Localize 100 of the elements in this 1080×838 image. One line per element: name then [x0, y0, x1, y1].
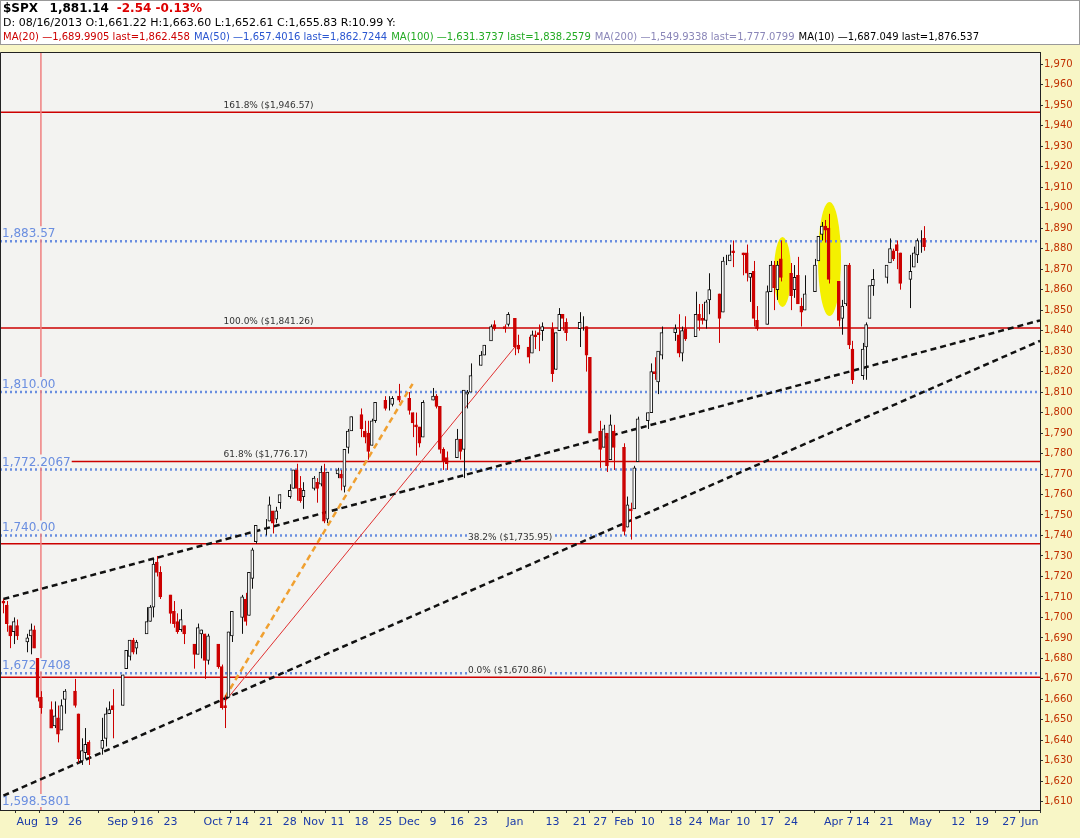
- y-tick-label: 1,940: [1044, 119, 1073, 131]
- y-tick-label: 1,810: [1044, 385, 1073, 397]
- x-tick-label: 21: [572, 815, 587, 829]
- y-tick-label: 1,840: [1044, 324, 1073, 336]
- y-tick-label: 1,630: [1044, 754, 1073, 766]
- y-tick-label: 1,720: [1044, 570, 1073, 582]
- y-tick-label: 1,970: [1044, 57, 1073, 69]
- x-tick-label: Nov: [302, 815, 325, 829]
- candlestick: [49, 700, 53, 729]
- x-tick-label: 18: [668, 815, 683, 829]
- text: MA(200) —1,549.9338 last=1,777.0799: [594, 31, 795, 42]
- x-tick-label: 21: [258, 815, 273, 829]
- candlestick: [652, 356, 657, 381]
- candlestick: [100, 717, 105, 756]
- y-tick-label: 1,950: [1044, 98, 1073, 110]
- text: MA(50) —1,657.4016 last=1,862.7244: [193, 31, 388, 42]
- y-tick-label: 1,640: [1044, 733, 1073, 745]
- chart-subtitle: D: 08/16/2013 O:1,661.22 H:1,663.60 L:1,652.61 C:1,655.83 R:10.99 Y:: [3, 16, 396, 29]
- y-tick-label: 1,890: [1044, 221, 1073, 233]
- y-tick-label: 1,750: [1044, 508, 1073, 520]
- annotation: 1,598.5801: [2, 794, 71, 808]
- x-tick-label: 26: [68, 815, 83, 829]
- y-tick-label: 1,620: [1044, 774, 1073, 786]
- x-tick-label: Apr 7: [824, 815, 854, 829]
- candlestick: [155, 555, 159, 577]
- x-tick-label: Sep 9: [107, 815, 139, 829]
- y-tick-label: 1,710: [1044, 590, 1073, 602]
- x-tick-label: 11: [330, 815, 345, 829]
- x-tick-label: 19: [975, 815, 990, 829]
- x-tick-label: 16: [449, 815, 464, 829]
- x-tick-label: Feb: [614, 815, 634, 829]
- x-tick-label: 24: [688, 815, 703, 829]
- x-tick-label: 13: [545, 815, 560, 829]
- y-tick-label: 1,960: [1044, 78, 1073, 90]
- candlestick: [397, 383, 401, 403]
- y-tick-label: 1,660: [1044, 692, 1073, 704]
- x-tick-label: Aug: [16, 815, 39, 829]
- y-tick-label: 1,820: [1044, 365, 1073, 377]
- x-tick-label: 21: [879, 815, 894, 829]
- candlestick: [915, 237, 920, 264]
- y-tick-label: 1,830: [1044, 344, 1073, 356]
- candlestick: [680, 326, 684, 362]
- x-tick-label: 18: [354, 815, 369, 829]
- y-tick-label: 1,690: [1044, 631, 1073, 643]
- x-tick-label: Jan: [505, 815, 524, 829]
- text: MA(20) —1,689.9905 last=1,862.458: [3, 31, 190, 42]
- candlestick: [56, 705, 60, 743]
- candlestick: [253, 524, 258, 545]
- x-tick-label: 9: [429, 815, 437, 829]
- x-tick-label: Jun: [1020, 815, 1039, 829]
- candlestick: [707, 272, 712, 315]
- candlestick: [789, 262, 793, 311]
- y-tick-label: 1,650: [1044, 713, 1073, 725]
- ref-line-label: 100.0% ($1,841.26): [223, 316, 314, 327]
- candlestick: [455, 428, 459, 459]
- y-tick-label: 1,740: [1044, 529, 1073, 541]
- ref-line-label: 1,883.57: [2, 226, 56, 241]
- x-tick-label: May: [909, 815, 933, 829]
- ref-line-label: 1,740.00: [2, 520, 56, 535]
- candlestick: [240, 594, 244, 635]
- text: 1,881.14: [49, 1, 109, 15]
- y-tick-label: 1,730: [1044, 549, 1073, 561]
- x-tick-label: 23: [473, 815, 488, 829]
- y-tick-label: 1,900: [1044, 201, 1073, 213]
- x-tick-label: 27: [593, 815, 608, 829]
- y-tick-label: 1,700: [1044, 611, 1073, 623]
- candlestick: [540, 321, 544, 342]
- x-tick-label: 12: [951, 815, 966, 829]
- y-tick-label: 1,860: [1044, 283, 1073, 295]
- chart-title: $SPX: [3, 1, 39, 15]
- y-tick-label: 1,680: [1044, 651, 1073, 663]
- ref-line-label: 0.0% ($1,670.86): [468, 665, 547, 676]
- candlestick: [206, 633, 210, 666]
- x-tick-label: 16: [139, 815, 154, 829]
- y-tick-label: 1,910: [1044, 180, 1073, 192]
- ref-line-label: 38.2% ($1,735.95): [468, 531, 553, 542]
- x-tick-label: 14: [855, 815, 870, 829]
- x-tick-label: Dec: [398, 815, 420, 829]
- x-tick-label: 25: [378, 815, 393, 829]
- candlestick: [577, 311, 582, 348]
- y-tick-label: 1,610: [1044, 795, 1073, 807]
- candlestick: [15, 618, 19, 641]
- y-tick-label: 1,800: [1044, 406, 1073, 418]
- ref-line-label: 161.8% ($1,946.57): [223, 100, 314, 111]
- x-tick-label: 27: [1002, 815, 1017, 829]
- candlestick: [80, 737, 84, 766]
- text: -2.54 -0.13%: [116, 1, 203, 15]
- candlestick: [62, 688, 67, 715]
- candlestick: [748, 272, 752, 303]
- text: MA(100) —1,631.3737 last=1,838.2579: [391, 31, 591, 42]
- x-tick-label: 17: [760, 815, 775, 829]
- y-tick-label: 1,880: [1044, 242, 1073, 254]
- candlestick: [802, 274, 807, 311]
- y-tick-label: 1,850: [1044, 303, 1073, 315]
- ref-line-label: 1,772.2067: [2, 454, 71, 469]
- x-tick-label: 10: [736, 815, 751, 829]
- x-tick-label: 10: [640, 815, 655, 829]
- x-tick-label: Mar: [709, 815, 731, 829]
- candlestick: [871, 268, 875, 297]
- y-tick-label: 1,670: [1044, 672, 1073, 684]
